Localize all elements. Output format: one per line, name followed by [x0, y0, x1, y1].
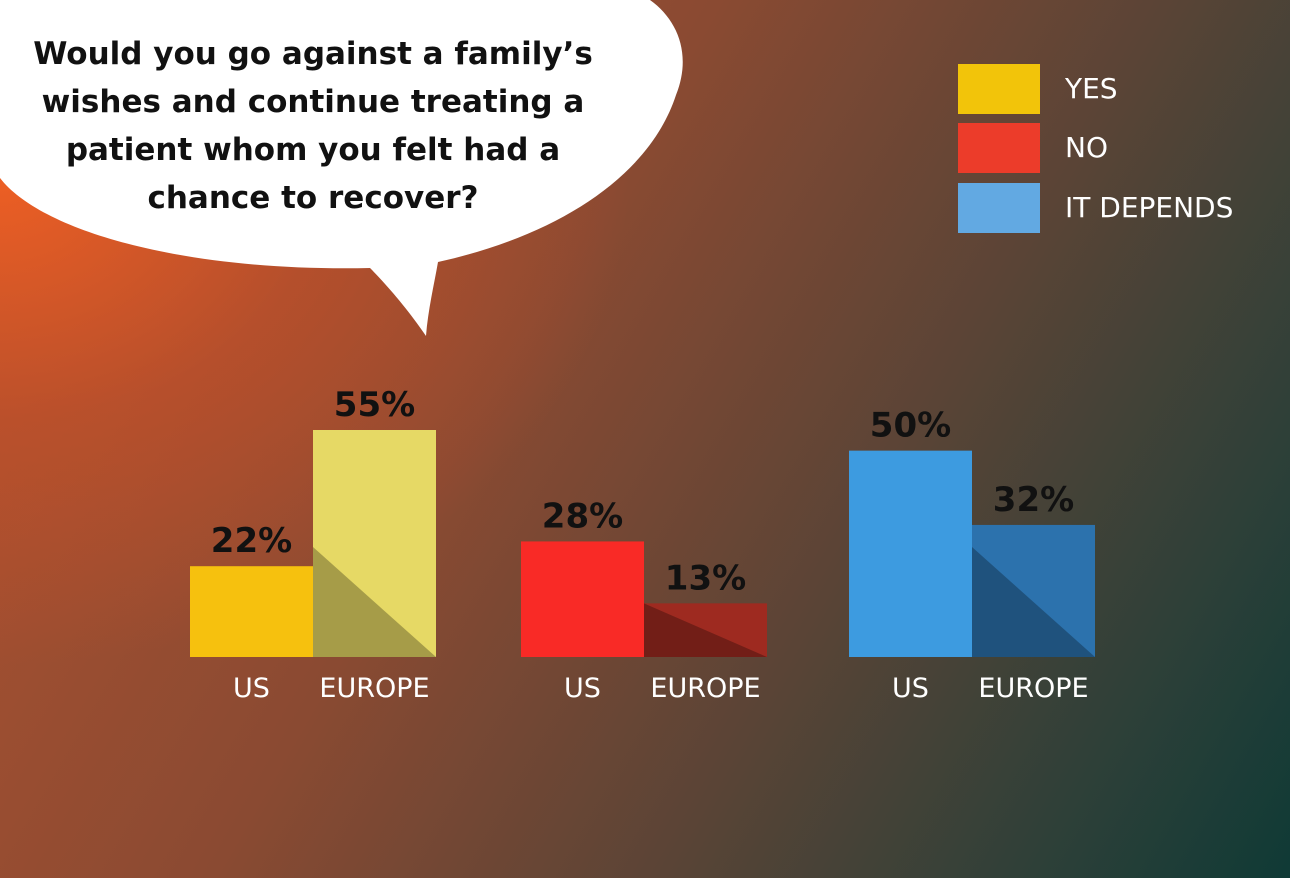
- value-label-it-depends-us: 50%: [870, 406, 951, 446]
- bar-yes-europe: [313, 430, 436, 657]
- bar-it-depends-us: [849, 450, 972, 657]
- bar-shadow-yes-europe: [313, 547, 436, 657]
- legend-label-no: NO: [1065, 131, 1108, 164]
- category-label-it-depends-us: US: [892, 673, 929, 704]
- bar-no-europe: [644, 603, 767, 657]
- category-label-it-depends-europe: EUROPE: [978, 673, 1088, 704]
- bar-no-us: [521, 541, 644, 657]
- category-label-no-us: US: [564, 673, 601, 704]
- value-label-no-europe: 13%: [665, 558, 746, 598]
- value-label-it-depends-europe: 32%: [993, 480, 1074, 520]
- value-label-yes-us: 22%: [211, 521, 292, 561]
- legend-swatch-no: [958, 123, 1040, 173]
- legend-swatch-yes: [958, 64, 1040, 114]
- bar-it-depends-europe: [972, 524, 1095, 657]
- legend-label-yes: YES: [1065, 72, 1118, 105]
- bar-shadow-it-depends-europe: [972, 547, 1095, 657]
- category-label-yes-europe: EUROPE: [319, 673, 429, 704]
- legend-label-it-depends: IT DEPENDS: [1065, 191, 1234, 224]
- question-text: Would you go against a family’s wishes a…: [33, 36, 593, 216]
- bar-yes-us: [190, 566, 313, 657]
- legend-swatch-it-depends: [958, 183, 1040, 233]
- category-label-no-europe: EUROPE: [650, 673, 760, 704]
- bar-shadow-no-europe: [644, 603, 767, 657]
- value-label-no-us: 28%: [542, 496, 623, 536]
- value-label-yes-europe: 55%: [334, 385, 415, 425]
- category-label-yes-us: US: [233, 673, 270, 704]
